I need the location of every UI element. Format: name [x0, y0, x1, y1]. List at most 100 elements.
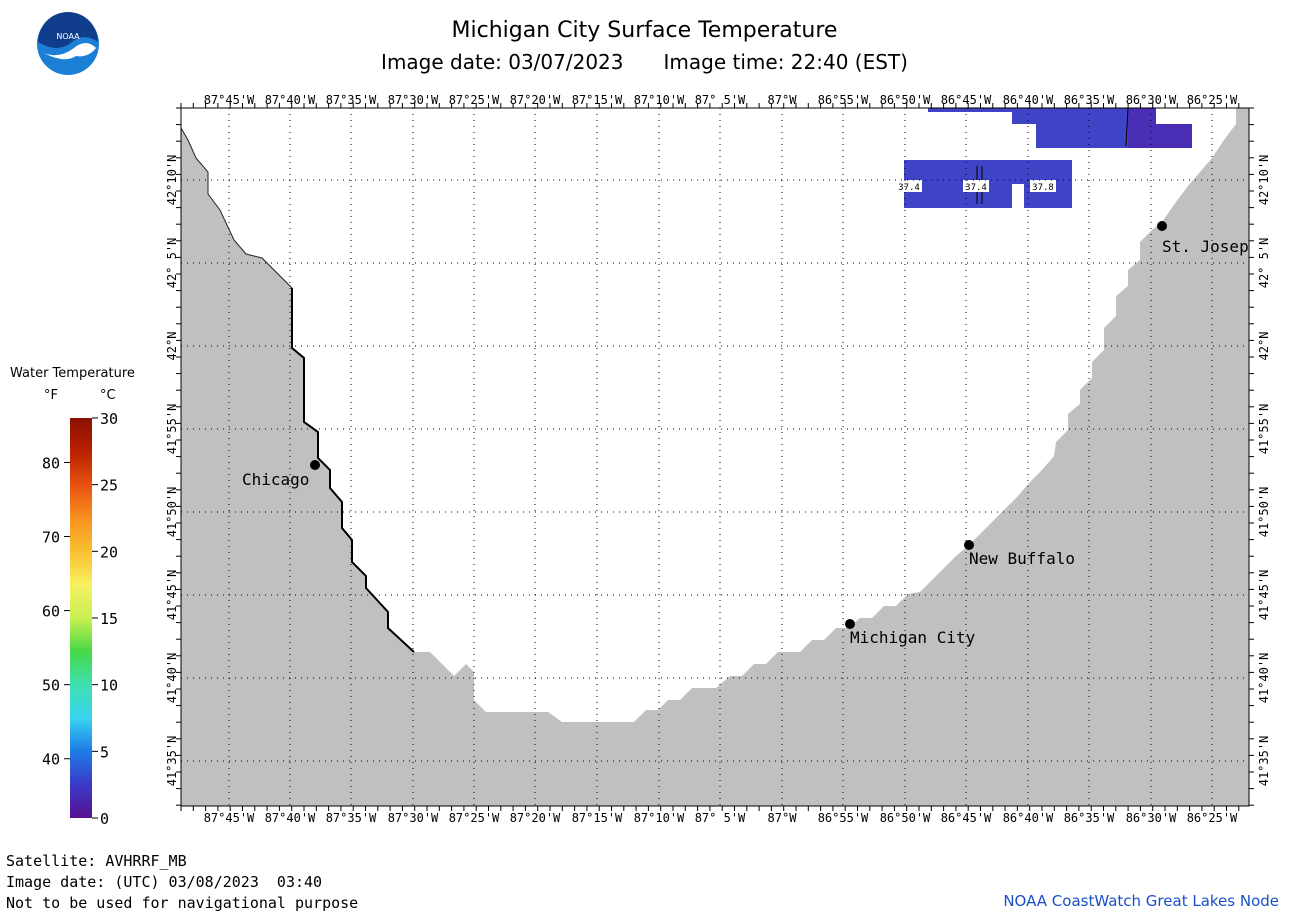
longitude-label: 87°40'W — [265, 93, 316, 107]
longitude-label: 86°40'W — [1003, 811, 1054, 825]
longitude-label: 87°15'W — [572, 93, 623, 107]
latitude-label: 42°10'N — [1257, 155, 1271, 206]
latitude-label: 41°35'N — [165, 736, 179, 787]
temperature-reading: 37.4 — [898, 183, 920, 193]
longitude-label: 86°50'W — [880, 93, 931, 107]
longitude-label: 87°25'W — [449, 93, 500, 107]
latitude-label: 41°40'N — [165, 653, 179, 704]
latitude-label: 41°40'N — [1257, 653, 1271, 704]
city-label: Chicago — [242, 470, 309, 489]
longitude-label: 87°15'W — [572, 811, 623, 825]
legend-c-label: 0 — [100, 810, 109, 828]
legend-f-label: 70 — [42, 529, 60, 547]
page-title: Michigan City Surface Temperature — [451, 18, 838, 43]
land-area — [181, 108, 1249, 806]
credit-text: NOAA CoastWatch Great Lakes Node — [1003, 892, 1279, 910]
lat-lon-grid — [181, 108, 1249, 806]
longitude-label: 86°30'W — [1126, 811, 1177, 825]
longitude-label: 87°20'W — [510, 811, 561, 825]
legend-f-label: 60 — [42, 603, 60, 621]
temperature-labels: 37.4 37.4 37.8 — [896, 180, 1056, 193]
latitude-label: 41°55'N — [165, 404, 179, 455]
legend-c-label: 5 — [100, 743, 109, 761]
longitude-label: 87°10'W — [634, 93, 685, 107]
longitude-label: 87° 5'W — [695, 811, 746, 825]
image-date: Image date: 03/07/2023 — [381, 50, 624, 74]
temperature-patch — [1128, 108, 1156, 148]
temperature-label-box — [963, 180, 989, 192]
longitude-label: 86°45'W — [941, 811, 992, 825]
legend-c-label: 30 — [100, 410, 118, 428]
latitude-label: 41°35'N — [1257, 736, 1271, 787]
navigation-disclaimer: Not to be used for navigational purpose — [6, 894, 359, 912]
temperature-reading: 37.8 — [1032, 183, 1054, 193]
temperature-label-box — [896, 180, 922, 192]
latitude-label: 41°45'N — [1257, 570, 1271, 621]
longitude-label: 87°10'W — [634, 811, 685, 825]
legend-title: Water Temperature — [10, 366, 135, 381]
legend-c-label: 20 — [100, 543, 118, 561]
city-marker-icon — [310, 460, 320, 470]
latitude-label: 42° 5'N — [1257, 238, 1271, 289]
longitude-label: 86°45'W — [941, 93, 992, 107]
city-marker-icon — [964, 540, 974, 550]
longitude-label: 87°45'W — [204, 811, 255, 825]
temperature-patch — [1156, 124, 1192, 148]
longitude-label: 87°W — [768, 811, 798, 825]
image-datetime: Image date: 03/07/2023 Image time: 22:40 … — [0, 50, 1289, 74]
legend-c-label: 25 — [100, 477, 118, 495]
longitude-label: 87°30'W — [388, 811, 439, 825]
legend-f-label: 40 — [42, 751, 60, 769]
longitude-label: 86°55'W — [818, 93, 869, 107]
temperature-label-box — [1030, 180, 1056, 192]
shoreline-west — [291, 288, 415, 653]
longitude-label: 86°40'W — [1003, 93, 1054, 107]
longitude-label: 87°25'W — [449, 811, 500, 825]
latitude-label: 42°N — [1257, 332, 1271, 361]
latitude-label: 41°45'N — [165, 570, 179, 621]
longitude-label: 86°30'W — [1126, 93, 1177, 107]
latitude-label: 41°55'N — [1257, 404, 1271, 455]
latitude-label: 42° 5'N — [165, 238, 179, 289]
longitude-labels-top: 87°45'W 87°40'W 87°35'W 87°30'W 87°25'W 87°20… — [204, 93, 1238, 107]
longitude-labels-bottom: 87°45'W 87°40'W 87°35'W 87°30'W 87°25'W 87°20… — [204, 811, 1238, 825]
latitude-label: 41°50'N — [1257, 487, 1271, 538]
city-marker-icon — [845, 619, 855, 629]
latitude-label: 41°50'N — [165, 487, 179, 538]
logo-text: NOAA — [56, 32, 80, 41]
legend-colorbar — [70, 418, 92, 818]
longitude-label: 87° 5'W — [695, 93, 746, 107]
longitude-label: 86°35'W — [1064, 93, 1115, 107]
temperature-reading: 37.4 — [965, 183, 987, 193]
longitude-label: 86°55'W — [818, 811, 869, 825]
longitude-label: 86°50'W — [880, 811, 931, 825]
utc-image-date: Image date: (UTC) 03/08/2023 03:40 — [6, 873, 323, 891]
legend-f-label: 50 — [42, 677, 60, 695]
satellite-name: Satellite: AVHRRF_MB — [6, 852, 187, 870]
shoreline-outline — [180, 108, 293, 289]
isotherm-line — [1125, 107, 1129, 147]
latitude-label: 42°N — [165, 332, 179, 361]
noaa-logo-icon: NOAA — [37, 12, 99, 75]
longitude-label: 87°W — [768, 93, 798, 107]
legend-c-label: 15 — [100, 610, 118, 628]
latitude-labels-right: 42°10'N 42° 5'N 42°N 41°55'N 41°50'N 41°45'N 4… — [1257, 155, 1271, 787]
temperature-patch — [1036, 124, 1128, 148]
longitude-label: 86°25'W — [1187, 93, 1238, 107]
city-markers: Chicago Michigan City New Buffalo St. Josep — [242, 221, 1249, 647]
longitude-label: 87°20'W — [510, 93, 561, 107]
longitude-label: 87°30'W — [388, 93, 439, 107]
legend-fahrenheit-ticks: 40 50 60 70 80 — [42, 454, 70, 769]
city-label: New Buffalo — [969, 549, 1075, 568]
legend-f-label: 80 — [42, 454, 60, 472]
legend-unit-celsius: °C — [100, 388, 116, 403]
image-time: Image time: 22:40 (EST) — [663, 50, 908, 74]
longitude-label: 87°35'W — [326, 93, 377, 107]
legend-unit-fahrenheit: °F — [44, 388, 58, 403]
longitude-label: 87°45'W — [204, 93, 255, 107]
frame-ticks — [176, 103, 1254, 811]
city-label: St. Josep — [1162, 237, 1249, 256]
city-label: Michigan City — [850, 628, 976, 647]
longitude-label: 87°35'W — [326, 811, 377, 825]
